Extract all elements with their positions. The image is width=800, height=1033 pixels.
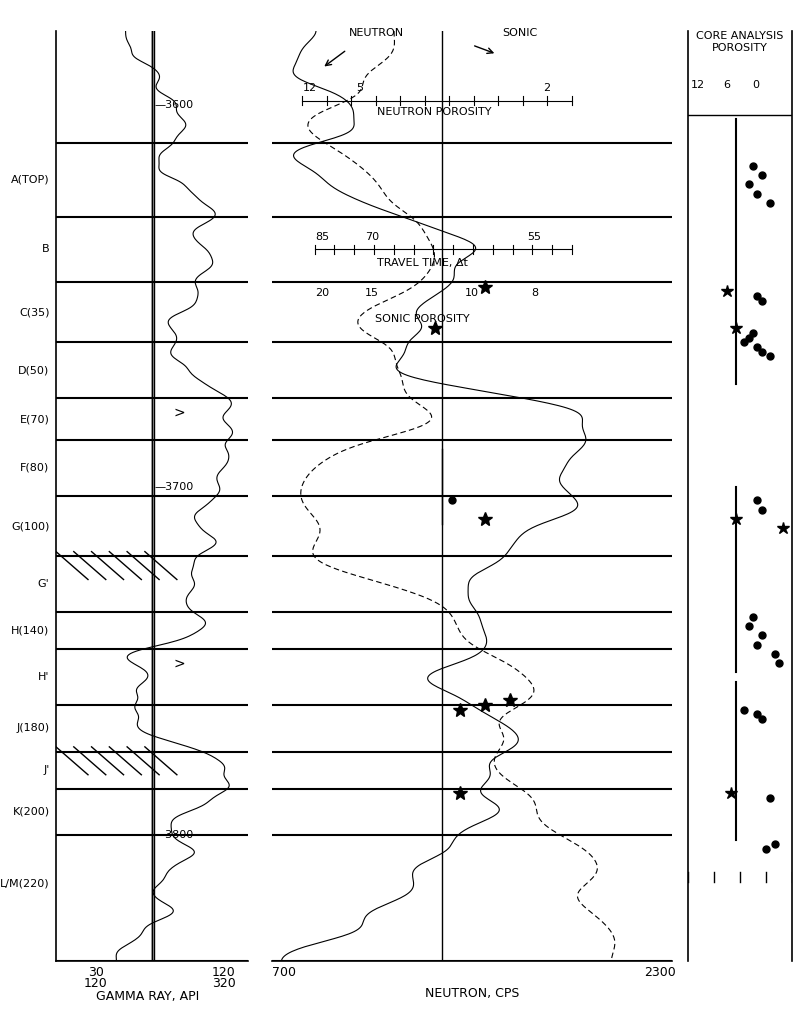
Text: 2: 2 (543, 84, 550, 93)
Text: —3600: —3600 (154, 100, 194, 111)
Text: 12: 12 (690, 80, 705, 90)
Text: G(100): G(100) (11, 521, 50, 531)
Text: >: > (174, 405, 185, 419)
Text: J': J' (43, 765, 50, 775)
Text: TRAVEL TIME, Δt: TRAVEL TIME, Δt (377, 258, 467, 269)
Text: 10: 10 (465, 288, 479, 298)
Text: CORE ANALYSIS
POROSITY: CORE ANALYSIS POROSITY (696, 31, 784, 53)
Text: 70: 70 (365, 232, 379, 242)
Text: NEUTRON: NEUTRON (349, 28, 403, 38)
Text: —3700: —3700 (154, 481, 194, 492)
Text: 12: 12 (302, 84, 317, 93)
Text: B: B (42, 245, 50, 254)
Text: SONIC POROSITY: SONIC POROSITY (374, 314, 470, 324)
Text: C(35): C(35) (19, 307, 50, 317)
Text: 20: 20 (315, 288, 329, 298)
Text: E(70): E(70) (20, 414, 50, 425)
Text: 0: 0 (753, 80, 759, 90)
Text: —3800: —3800 (154, 831, 194, 840)
Text: 85: 85 (315, 232, 329, 242)
Text: 55: 55 (527, 232, 542, 242)
Text: GAMMA RAY, API: GAMMA RAY, API (96, 990, 200, 1003)
Text: 15: 15 (365, 288, 379, 298)
Text: G': G' (38, 580, 50, 589)
Text: 30: 30 (88, 966, 104, 979)
Text: 8: 8 (531, 288, 538, 298)
Text: H(140): H(140) (11, 626, 50, 635)
Text: >: > (174, 656, 185, 670)
Text: 700: 700 (272, 966, 296, 979)
Text: K(200): K(200) (13, 807, 50, 817)
Text: 320: 320 (212, 976, 236, 990)
Text: SONIC: SONIC (502, 28, 538, 38)
Text: 2300: 2300 (644, 966, 676, 979)
Text: L/M(220): L/M(220) (0, 879, 50, 889)
Text: NEUTRON POROSITY: NEUTRON POROSITY (378, 106, 492, 117)
Text: D(50): D(50) (18, 366, 50, 375)
Text: H': H' (38, 672, 50, 682)
Text: 6: 6 (723, 80, 730, 90)
Text: 120: 120 (212, 966, 236, 979)
Text: A(TOP): A(TOP) (11, 175, 50, 185)
Text: 120: 120 (84, 976, 108, 990)
Text: NEUTRON, CPS: NEUTRON, CPS (425, 987, 519, 1000)
Text: F(80): F(80) (20, 463, 50, 473)
Text: 5: 5 (356, 84, 363, 93)
Text: J(180): J(180) (17, 723, 50, 733)
